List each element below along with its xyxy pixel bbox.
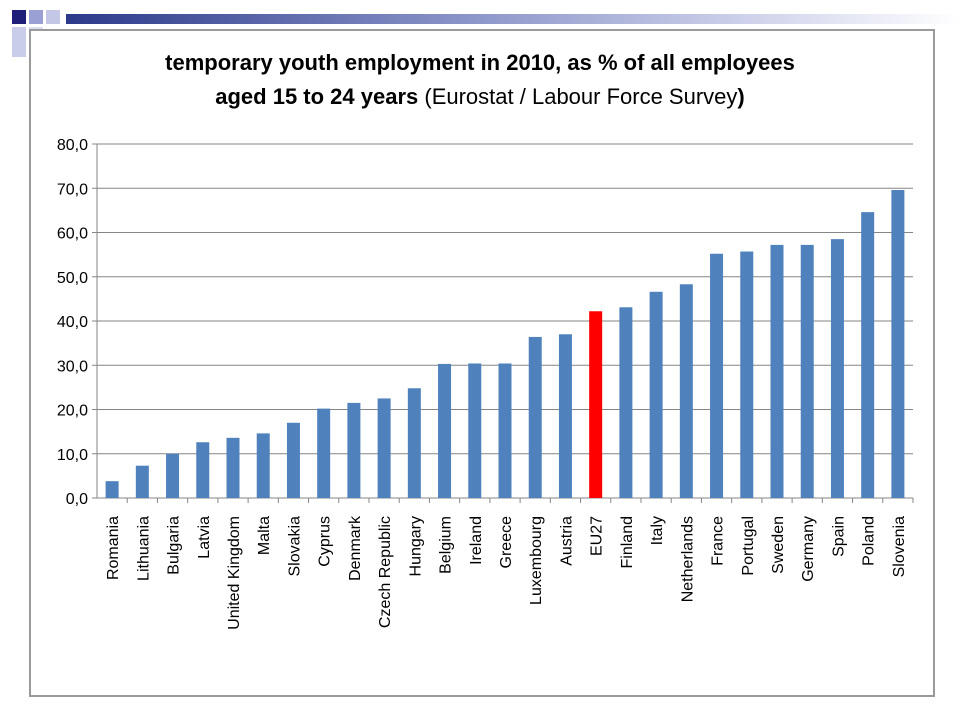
bar-poland [861, 212, 875, 498]
bar-germany [800, 244, 814, 498]
x-tick-label: Italy [649, 516, 666, 545]
x-tick-label: EU27 [589, 516, 606, 556]
chart-frame [29, 29, 935, 697]
x-tick-label: Hungary [407, 516, 424, 576]
bar-hungary [407, 388, 421, 498]
x-tick-label: Cyprus [317, 516, 334, 567]
subtitle-bold-end: ) [737, 84, 745, 109]
bar-lithuania [135, 465, 149, 498]
y-tick-label: 30,0 [57, 358, 88, 375]
x-tick-label: Portugal [740, 516, 757, 576]
x-tick-label: United Kingdom [226, 516, 243, 630]
bar-latvia [196, 442, 210, 498]
x-tick-label: Poland [861, 516, 878, 566]
subtitle-source: (Eurostat / Labour Force Survey [424, 84, 738, 109]
bar-austria [558, 334, 572, 498]
decor-block [12, 27, 26, 57]
y-tick-label: 80,0 [57, 137, 88, 154]
bar-eu27 [589, 311, 603, 498]
x-tick-label: Denmark [347, 515, 364, 581]
decor-square-mid [29, 10, 43, 24]
bar-slovakia [286, 422, 300, 498]
x-tick-label: France [710, 516, 727, 566]
bar-luxembourg [528, 336, 542, 498]
x-tick-label: Austria [558, 516, 575, 566]
x-tick-label: Luxembourg [528, 516, 545, 605]
subtitle-bold: aged 15 to 24 years [215, 84, 425, 109]
x-tick-label: Malta [256, 516, 273, 555]
x-tick-label: Finland [619, 516, 636, 568]
y-tick-label: 70,0 [57, 181, 88, 198]
bar-spain [830, 239, 844, 498]
bar-slovenia [891, 190, 905, 498]
chart-title: temporary youth employment in 2010, as %… [165, 50, 795, 75]
decor-square-light [46, 10, 60, 24]
bar-malta [256, 433, 270, 498]
y-tick-label: 20,0 [57, 403, 88, 420]
y-tick-label: 50,0 [57, 270, 88, 287]
x-tick-label: Greece [498, 516, 515, 569]
y-tick-label: 0,0 [66, 491, 88, 508]
x-tick-label: Netherlands [679, 516, 696, 602]
bar-romania [105, 481, 119, 498]
bar-netherlands [679, 284, 693, 498]
bar-sweden [770, 244, 784, 498]
bar-cyprus [317, 408, 331, 498]
y-tick-label: 10,0 [57, 447, 88, 464]
x-tick-label: Germany [800, 516, 817, 582]
y-tick-label: 60,0 [57, 226, 88, 243]
x-tick-label: Romania [105, 516, 122, 580]
bar-ireland [468, 363, 482, 498]
header-gradient-bar [66, 14, 960, 24]
bar-greece [498, 363, 512, 498]
bar-united-kingdom [226, 437, 240, 498]
bar-portugal [740, 251, 754, 498]
decor-square-dark [12, 10, 26, 24]
chart-subtitle: aged 15 to 24 years (Eurostat / Labour F… [0, 84, 960, 110]
x-tick-label: Czech Republic [377, 516, 394, 628]
bar-france [710, 253, 724, 498]
x-tick-label: Belgium [438, 516, 455, 574]
bar-italy [649, 291, 663, 498]
x-tick-label: Slovakia [286, 516, 303, 577]
x-tick-label: Sweden [770, 516, 787, 574]
bar-bulgaria [166, 453, 180, 498]
x-tick-label: Spain [830, 516, 847, 557]
bar-finland [619, 307, 633, 498]
x-tick-label: Slovenia [891, 516, 908, 577]
bar-belgium [438, 363, 452, 498]
bar-denmark [347, 402, 361, 498]
x-tick-label: Lithuania [135, 516, 152, 581]
x-tick-label: Latvia [196, 516, 213, 559]
x-tick-label: Ireland [468, 516, 485, 565]
x-tick-label: Bulgaria [166, 516, 183, 575]
y-tick-label: 40,0 [57, 314, 88, 331]
bar-czech-republic [377, 398, 391, 498]
